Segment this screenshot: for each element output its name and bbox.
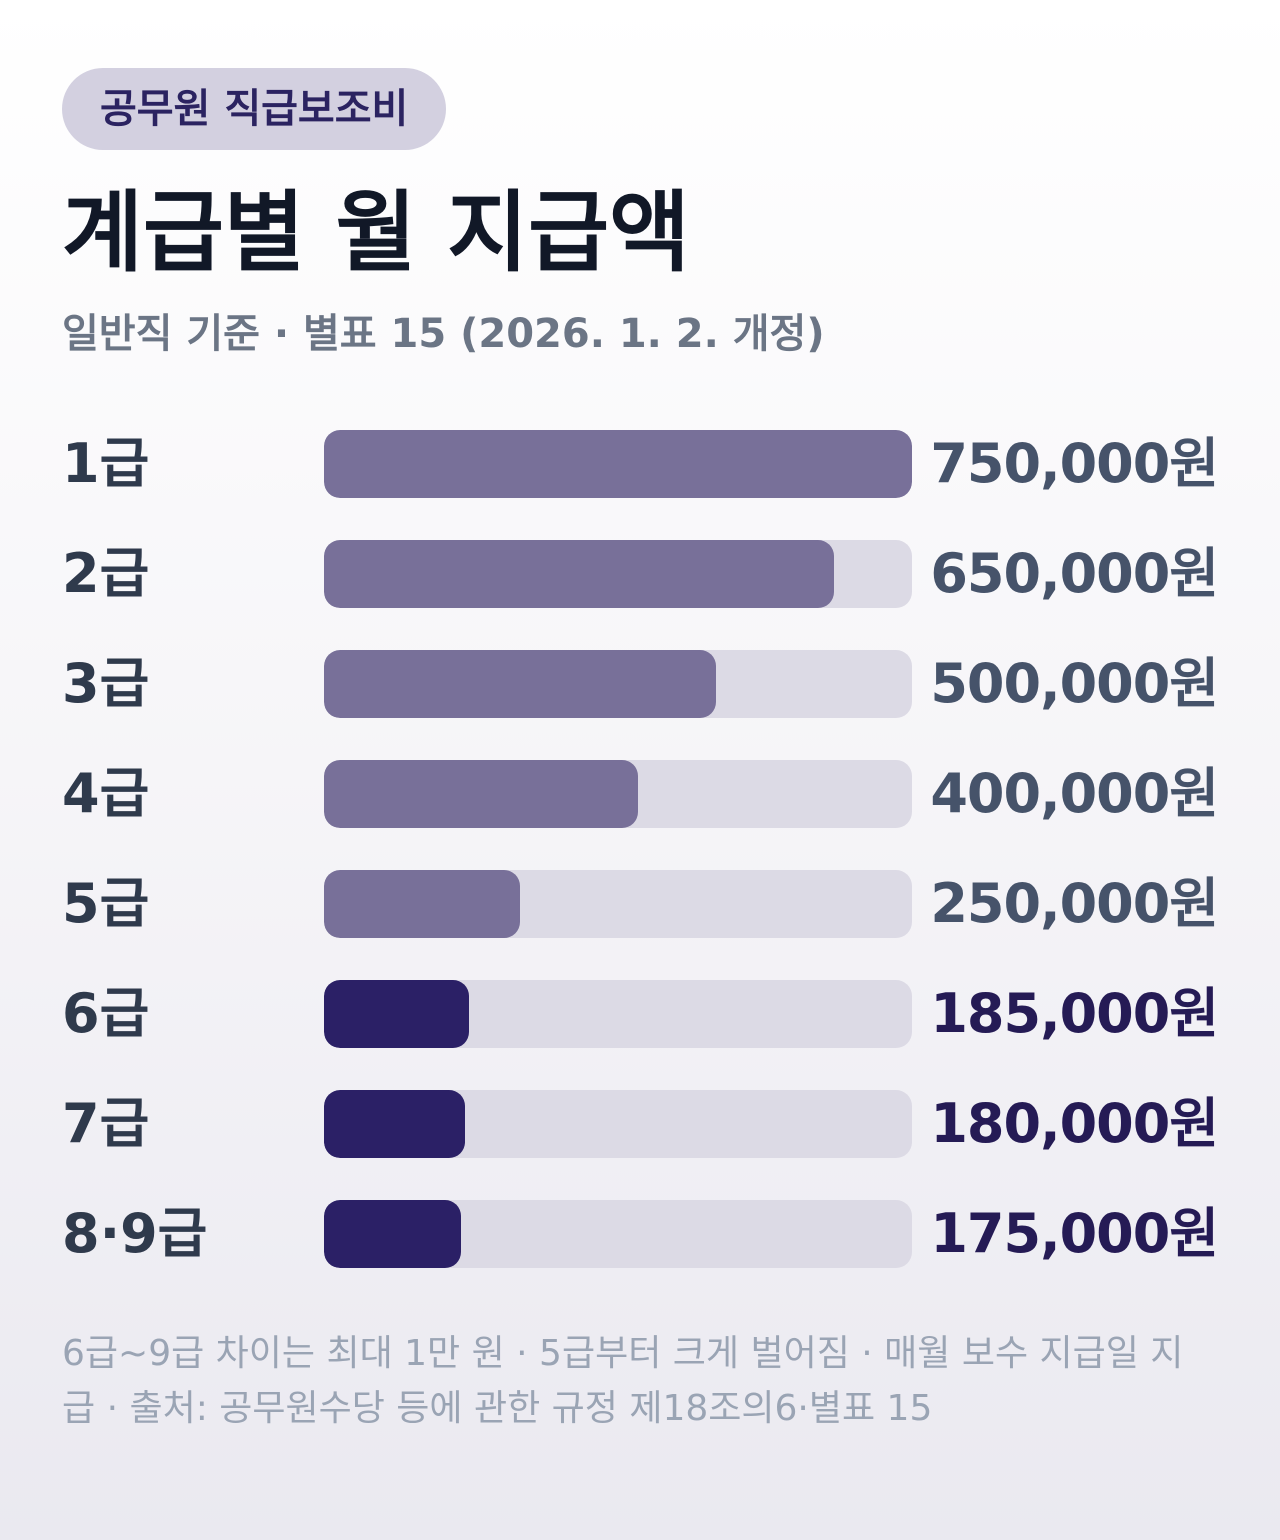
bar-category-label: 5급 (62, 872, 150, 935)
bar-category-label: 6급 (62, 982, 150, 1045)
bar (324, 430, 912, 498)
bar-row: 4급 400,000원 (62, 760, 1219, 870)
footnote: 6급~9급 차이는 최대 1만 원 · 5급부터 크게 벌어짐 · 매월 보수 … (62, 1333, 1184, 1429)
bar-track (324, 1200, 912, 1268)
bar (324, 1200, 462, 1268)
bar-value-label: 250,000원 (930, 872, 1219, 935)
bar-row: 3급 500,000원 (62, 650, 1219, 760)
bar-value-label: 400,000원 (930, 762, 1219, 825)
bar (324, 540, 834, 608)
bar-value-label: 650,000원 (930, 542, 1219, 605)
bar-category-label: 3급 (62, 652, 150, 715)
bar-row: 1급 750,000원 (62, 430, 1219, 540)
bar-chart: 1급 750,000원 2급 650,000원 3급 500,000원 4급 400,000원… (62, 430, 1219, 1310)
bar-value-label: 185,000원 (930, 982, 1219, 1045)
bar-track (324, 870, 912, 938)
bar-track (324, 1090, 912, 1158)
bar (324, 980, 470, 1048)
bar (324, 650, 716, 718)
bar-value-label: 175,000원 (930, 1202, 1219, 1265)
bar-category-label: 8·9급 (62, 1202, 208, 1265)
category-badge: 공무원 직급보조비 (62, 68, 447, 150)
bar (324, 1090, 466, 1158)
page-subtitle: 일반직 기준 · 별표 15 (2026. 1. 2. 개정) (62, 311, 825, 357)
bar-value-label: 750,000원 (930, 432, 1219, 495)
bar-row: 5급 250,000원 (62, 870, 1219, 980)
page-title: 계급별 월 지급액 (62, 181, 690, 284)
bar-row: 6급 185,000원 (62, 980, 1219, 1090)
bar-row: 7급 180,000원 (62, 1090, 1219, 1200)
bar-row: 8·9급 175,000원 (62, 1200, 1219, 1310)
bar-track (324, 760, 912, 828)
bar-category-label: 1급 (62, 432, 150, 495)
bar-track (324, 980, 912, 1048)
bar-category-label: 2급 (62, 542, 150, 605)
bar-category-label: 4급 (62, 762, 150, 825)
bar-row: 2급 650,000원 (62, 540, 1219, 650)
bar-track (324, 540, 912, 608)
bar-track (324, 650, 912, 718)
bar-value-label: 500,000원 (930, 652, 1219, 715)
bar (324, 870, 520, 938)
card: 공무원 직급보조비 계급별 월 지급액 일반직 기준 · 별표 15 (2026… (62, 68, 1219, 1268)
bar-category-label: 7급 (62, 1092, 150, 1155)
bar-track (324, 430, 912, 498)
bar (324, 760, 638, 828)
bar-value-label: 180,000원 (930, 1092, 1219, 1155)
